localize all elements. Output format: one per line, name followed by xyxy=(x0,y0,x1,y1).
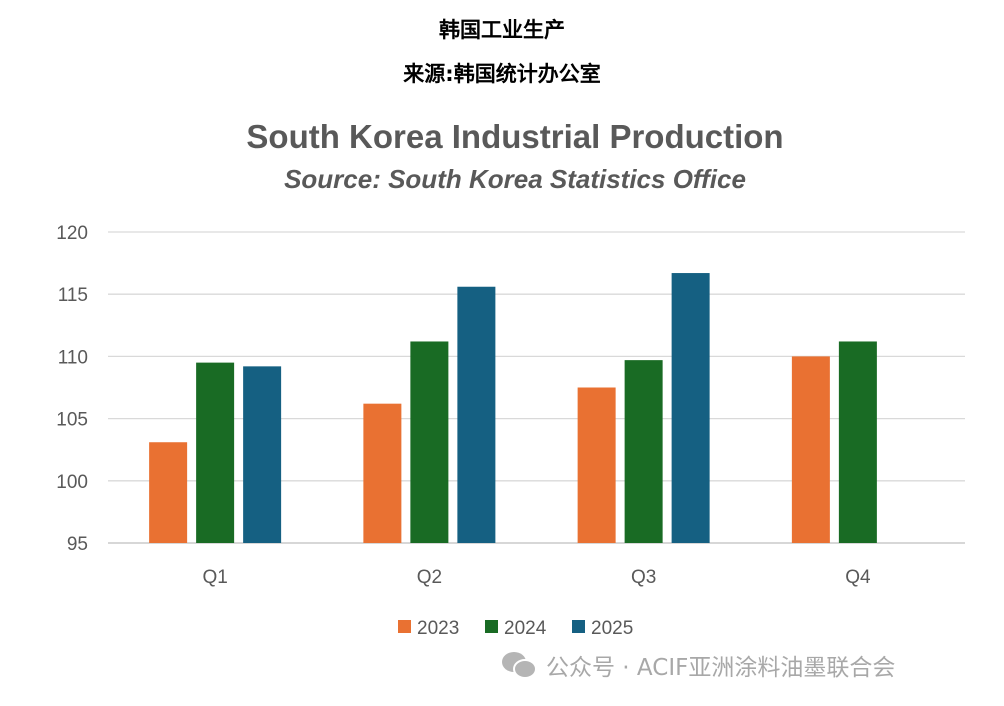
chart-title: South Korea Industrial Production xyxy=(246,118,784,155)
legend-swatch-2024 xyxy=(485,620,498,633)
bar-2023-Q2 xyxy=(363,403,402,543)
chinese-source: 来源:韩国统计办公室 xyxy=(403,62,601,86)
chinese-title: 韩国工业生产 xyxy=(439,18,565,42)
bar-2025-Q2 xyxy=(457,286,496,543)
bar-2024-Q3 xyxy=(624,360,663,543)
watermark: 公众号 · ACIF亚洲涂料油墨联合会 xyxy=(500,648,895,682)
y-tick-label: 120 xyxy=(56,223,88,244)
legend-label-2023: 2023 xyxy=(417,618,459,639)
wechat-icon xyxy=(502,652,537,679)
x-tick-label: Q1 xyxy=(202,567,227,588)
legend-swatch-2025 xyxy=(572,620,585,633)
y-tick-label: 100 xyxy=(56,472,88,493)
y-tick-label: 115 xyxy=(58,285,88,306)
bar-2023-Q1 xyxy=(149,442,188,543)
bar-2023-Q3 xyxy=(577,387,616,543)
bar-2024-Q4 xyxy=(838,341,877,543)
bar-2023-Q4 xyxy=(791,356,830,543)
x-tick-label: Q2 xyxy=(417,567,442,588)
legend-swatch-2023 xyxy=(398,620,411,633)
bar-2024-Q2 xyxy=(410,341,449,543)
legend-label-2025: 2025 xyxy=(591,618,633,639)
x-tick-label: Q4 xyxy=(845,567,871,588)
bar-2024-Q1 xyxy=(196,362,235,543)
watermark-text: 公众号 · ACIF亚洲涂料油墨联合会 xyxy=(546,655,896,681)
bar-2025-Q1 xyxy=(243,366,282,543)
chart-subtitle: Source: South Korea Statistics Office xyxy=(284,164,746,194)
y-tick-label: 95 xyxy=(67,534,88,555)
legend-label-2024: 2024 xyxy=(504,618,547,639)
y-tick-label: 105 xyxy=(56,410,88,431)
bar-2025-Q3 xyxy=(671,273,710,543)
x-tick-label: Q3 xyxy=(631,567,656,588)
y-tick-label: 110 xyxy=(58,347,88,368)
